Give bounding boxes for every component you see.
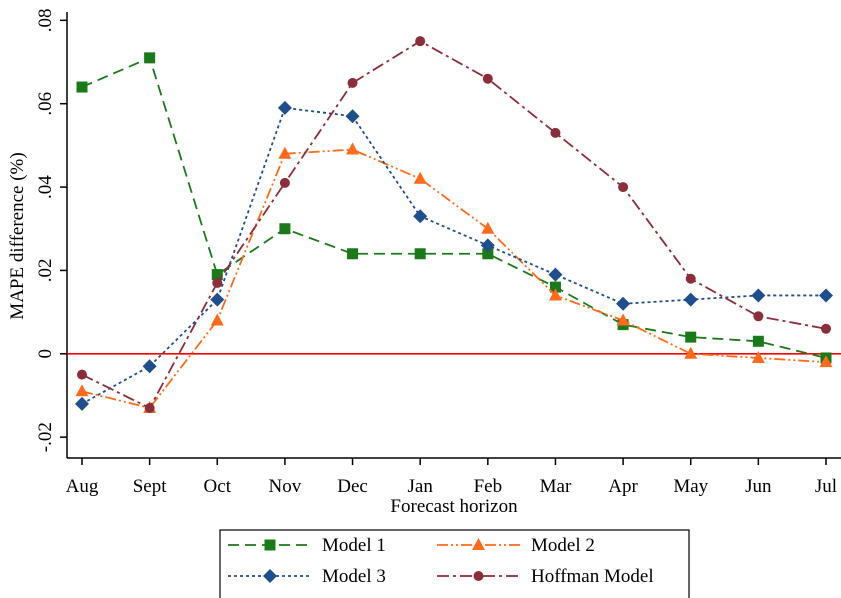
- legend-marker: [473, 571, 484, 581]
- legend-box: [219, 529, 690, 598]
- legend-marker: [472, 538, 485, 550]
- data-point-hoffman-model: [482, 73, 493, 84]
- legend-marker: [263, 569, 277, 583]
- data-point-model-3: [75, 396, 89, 411]
- series-layer: [75, 36, 833, 413]
- data-point-hoffman-model: [347, 77, 358, 88]
- x-tick-label: Jun: [745, 476, 772, 497]
- series-line-model-3: [81, 106, 826, 405]
- y-tick-label: 0: [35, 349, 56, 359]
- data-point-model-3: [616, 296, 631, 311]
- data-point-hoffman-model: [144, 402, 155, 413]
- data-point-model-2: [616, 313, 630, 326]
- legend-label: Hoffman Model: [531, 566, 654, 587]
- y-axis-ticks: -.02 0 .02 .04 .06 .08: [35, 8, 67, 452]
- y-axis-title: MAPE difference (%): [7, 152, 28, 319]
- data-point-model-1: [347, 248, 359, 260]
- data-point-hoffman-model: [821, 323, 831, 334]
- legend-label: Model 2: [531, 535, 595, 556]
- x-tick-label: Sept: [133, 476, 168, 497]
- data-point-hoffman-model: [550, 127, 561, 138]
- data-point-model-3: [142, 359, 157, 374]
- y-tick-label: .02: [35, 259, 56, 283]
- x-tick-label: Feb: [474, 476, 503, 497]
- legend-label: Model 1: [322, 535, 386, 556]
- y-tick-label: .04: [35, 175, 56, 199]
- data-point-model-3: [480, 238, 495, 253]
- data-point-hoffman-model: [685, 273, 696, 284]
- data-point-model-2: [481, 221, 495, 234]
- data-point-hoffman-model: [415, 36, 426, 47]
- y-tick-label: -.02: [35, 422, 56, 452]
- data-point-hoffman-model: [753, 311, 764, 322]
- series-line-model-2: [81, 148, 827, 409]
- legend-item-model-3: Model 3: [228, 566, 386, 587]
- data-point-model-2: [75, 384, 89, 397]
- y-tick-label: .06: [35, 92, 56, 116]
- x-axis-title: Forecast horizon: [390, 496, 518, 517]
- data-point-model-2: [413, 171, 427, 184]
- series-line-model-1: [81, 56, 827, 359]
- y-tick-label: .08: [35, 8, 56, 32]
- data-point-model-2: [278, 146, 292, 159]
- x-tick-label: Dec: [337, 476, 368, 497]
- data-point-hoffman-model: [212, 277, 223, 288]
- series-hoffman-model: [77, 36, 831, 413]
- data-point-model-3: [345, 109, 360, 124]
- legend-label: Model 3: [322, 566, 386, 587]
- x-tick-label: Oct: [204, 476, 232, 497]
- x-tick-label: Aug: [66, 476, 99, 497]
- x-axis-ticks: Aug Sept Oct Nov Dec Jan Feb Mar Apr May Jun Jul: [66, 458, 837, 497]
- data-point-model-1: [76, 81, 88, 93]
- series-model-1: [76, 52, 832, 364]
- plot-area: -.02 0 .02 .04 .06 .08 Aug Sept Oct Nov Dec Jan Feb…: [35, 8, 841, 497]
- legend: Model 1 Model 2 Model 3 Hoffman Model: [219, 529, 690, 598]
- data-point-model-1: [279, 223, 291, 235]
- data-point-model-2: [819, 355, 833, 368]
- data-point-hoffman-model: [618, 182, 629, 193]
- data-point-model-2: [684, 346, 698, 359]
- data-point-model-2: [548, 288, 562, 301]
- x-tick-label: May: [673, 476, 708, 497]
- data-point-model-1: [482, 248, 494, 260]
- x-tick-label: Jan: [408, 476, 434, 497]
- data-point-model-1: [549, 281, 561, 293]
- data-point-model-3: [277, 100, 292, 115]
- data-point-model-1: [211, 269, 223, 281]
- data-point-model-3: [548, 267, 563, 282]
- x-tick-label: Mar: [540, 476, 572, 497]
- data-point-model-3: [210, 292, 225, 307]
- data-point-model-1: [752, 335, 764, 347]
- data-point-model-2: [346, 142, 360, 155]
- data-point-model-3: [683, 292, 698, 307]
- data-point-model-3: [413, 209, 428, 224]
- data-point-model-3: [751, 288, 766, 303]
- legend-marker: [264, 539, 276, 551]
- series-model-3: [75, 100, 833, 411]
- data-point-model-2: [210, 313, 224, 326]
- data-point-model-3: [819, 288, 833, 303]
- series-line-hoffman-model: [81, 40, 827, 410]
- legend-item-model-1: Model 1: [228, 535, 386, 556]
- data-point-model-1: [414, 248, 426, 260]
- legend-item-model-2: Model 2: [437, 535, 595, 556]
- data-point-hoffman-model: [279, 177, 290, 188]
- data-point-hoffman-model: [77, 369, 87, 380]
- data-point-model-1: [144, 52, 156, 64]
- data-point-model-1: [685, 331, 697, 343]
- x-tick-label: Apr: [608, 476, 638, 497]
- x-tick-label: Jul: [815, 476, 837, 497]
- data-point-model-2: [751, 350, 765, 363]
- x-tick-label: Nov: [269, 476, 302, 497]
- legend-item-hoffman-model: Hoffman Model: [437, 566, 654, 587]
